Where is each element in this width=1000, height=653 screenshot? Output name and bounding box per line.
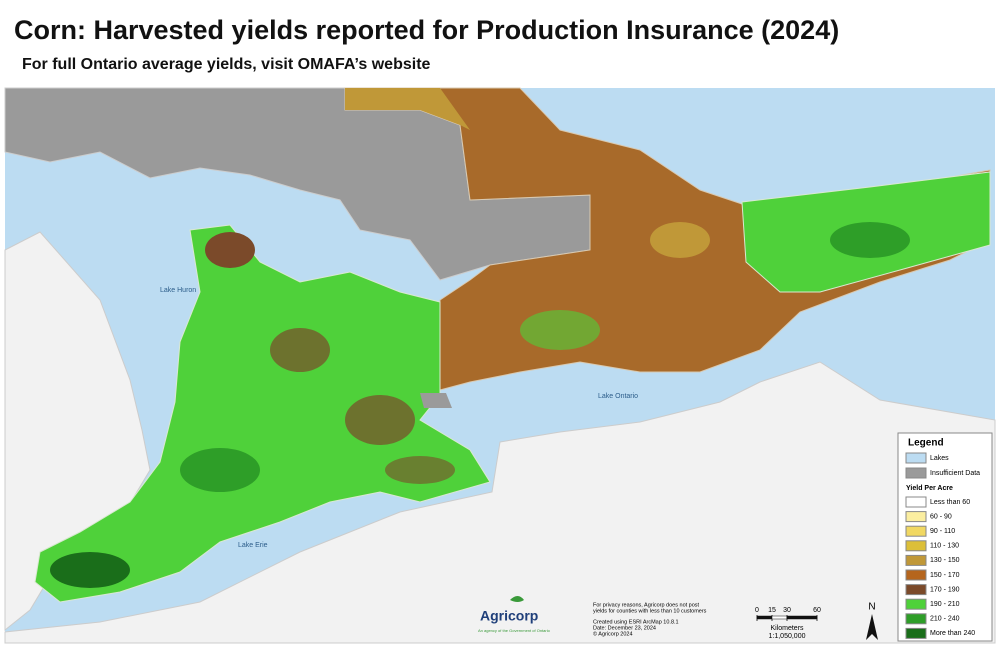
note: © Agricorp 2024 <box>593 630 633 637</box>
legend-title: Legend <box>908 438 944 449</box>
scale-tick-label: 30 <box>783 607 791 614</box>
lake-label: Lake Huron <box>160 287 196 294</box>
legend-label: Insufficient Data <box>930 470 980 477</box>
legend-swatch <box>905 627 927 639</box>
insufficient-region <box>420 393 452 408</box>
lake-label: Lake Ontario <box>598 393 638 400</box>
yield-patch <box>205 232 255 268</box>
legend-heading: Yield Per Acre <box>906 485 953 492</box>
notes: For privacy reasons, Agricorp does not p… <box>593 602 707 637</box>
yield-patch <box>830 222 910 258</box>
scale-tick-label: 0 <box>755 607 759 614</box>
legend: Legend Lakes Insufficient Data Yield Per A… <box>897 432 993 642</box>
legend-swatch <box>905 584 927 596</box>
yield-patch <box>270 328 330 372</box>
yield-region <box>34 224 491 603</box>
scale-segment <box>771 615 788 620</box>
yield-patch <box>180 448 260 492</box>
legend-swatch <box>905 554 927 566</box>
legend-swatch <box>905 598 927 610</box>
legend-swatch <box>905 496 927 508</box>
logo-icon <box>510 596 524 602</box>
legend-label: 60 - 90 <box>930 513 952 520</box>
legend-label: 190 - 210 <box>930 601 960 608</box>
north-arrow-icon <box>866 614 878 640</box>
north-arrow: N <box>866 602 878 640</box>
scale-ratio: 1:1,050,000 <box>769 633 806 640</box>
legend-swatch <box>905 467 927 479</box>
note: For privacy reasons, Agricorp does not p… <box>593 602 700 608</box>
legend-swatch <box>905 452 927 464</box>
scale-segment <box>756 615 773 620</box>
note: yields for counties with less than 10 cu… <box>593 608 707 614</box>
north-label: N <box>868 602 875 613</box>
yield-region <box>345 88 470 130</box>
legend-box <box>897 432 993 642</box>
legend-label: 150 - 170 <box>930 572 960 579</box>
title: Corn: Harvested yields reported for Prod… <box>14 15 839 45</box>
legend-label: Lakes <box>930 455 949 462</box>
logo-name: Agricorp <box>480 608 538 624</box>
note: Date: December 23, 2024 <box>593 625 656 631</box>
legend-label: 90 - 110 <box>930 528 955 535</box>
map: Lake Huron Lake Ontario Lake Erie <box>4 87 996 644</box>
subtitle: For full Ontario average yields, visit O… <box>22 56 431 73</box>
legend-swatch <box>905 540 927 552</box>
legend-swatch <box>905 525 927 537</box>
legend-label: 170 - 190 <box>930 586 960 593</box>
yield-patch <box>345 395 415 445</box>
legend-swatch <box>905 511 927 523</box>
legend-label: 110 - 130 <box>930 543 959 550</box>
us-land <box>4 361 996 644</box>
yield-patch <box>650 222 710 258</box>
legend-swatch <box>905 569 927 581</box>
yield-patch <box>520 310 600 350</box>
scale-segment <box>786 615 818 620</box>
logo-tagline: An agency of the Government of Ontario <box>478 628 551 633</box>
legend-label: 210 - 240 <box>930 616 960 623</box>
note: Created using ESRI ArcMap 10.8.1 <box>593 619 679 625</box>
legend-label: 130 - 150 <box>930 557 960 564</box>
legend-swatch <box>905 613 927 625</box>
us-land <box>4 231 151 632</box>
scale-tick-label: 15 <box>768 607 776 614</box>
yield-patch <box>50 552 130 588</box>
legend-label: More than 240 <box>930 630 975 637</box>
scale-unit: Kilometers <box>770 625 804 632</box>
lake-label: Lake Erie <box>238 542 268 549</box>
scale-tick-label: 60 <box>813 607 821 614</box>
legend-label: Less than 60 <box>930 499 970 506</box>
logo: Agricorp An agency of the Government of … <box>478 596 551 633</box>
yield-patch <box>385 456 455 484</box>
